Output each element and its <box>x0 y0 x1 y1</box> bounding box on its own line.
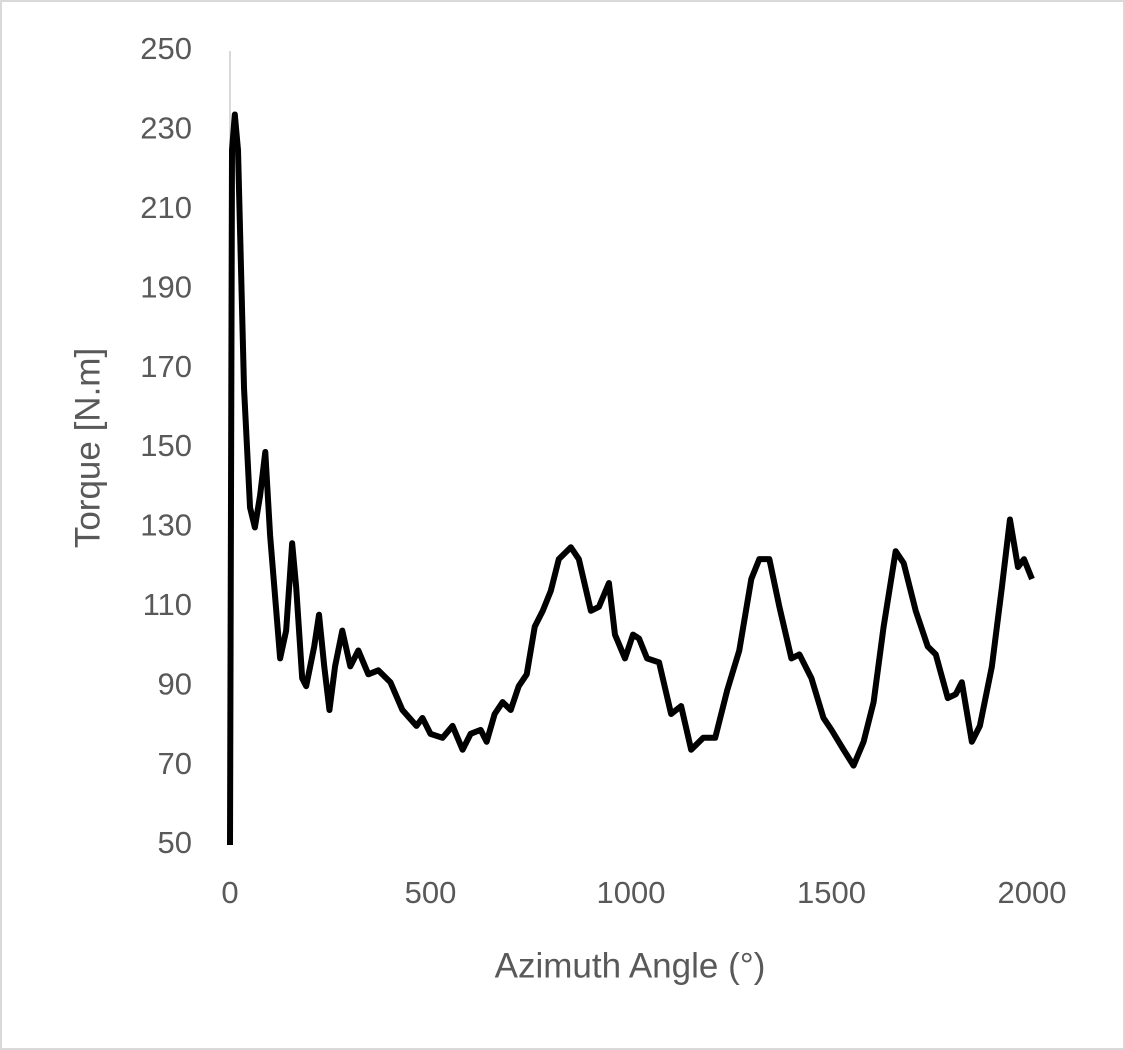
line-series <box>227 111 1035 846</box>
y-tick-label: 70 <box>158 746 192 781</box>
y-tick-label: 250 <box>140 31 192 66</box>
x-tick-label: 2000 <box>998 875 1067 910</box>
y-axis-title: Torque [N.m] <box>68 348 107 548</box>
x-axis-title: Azimuth Angle (°) <box>495 946 766 985</box>
y-tick-label: 50 <box>158 825 192 860</box>
y-tick-label: 110 <box>143 587 192 622</box>
y-tick-label: 210 <box>140 190 192 225</box>
y-tick-label: 150 <box>140 428 192 463</box>
x-tick-label: 1500 <box>797 875 866 910</box>
y-tick-label: 170 <box>140 349 192 384</box>
x-tick-label: 1000 <box>597 875 666 910</box>
y-tick-label: 130 <box>140 508 192 543</box>
x-tick-label: 0 <box>221 875 238 910</box>
y-tick-label: 90 <box>158 666 192 701</box>
x-tick-label: 500 <box>405 875 457 910</box>
y-tick-label: 230 <box>140 111 192 146</box>
y-tick-label: 190 <box>140 269 192 304</box>
